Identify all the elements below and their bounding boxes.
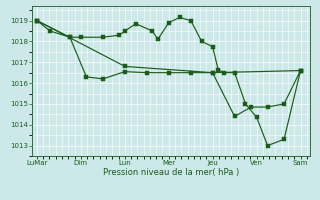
X-axis label: Pression niveau de la mer( hPa ): Pression niveau de la mer( hPa ) xyxy=(103,168,239,177)
